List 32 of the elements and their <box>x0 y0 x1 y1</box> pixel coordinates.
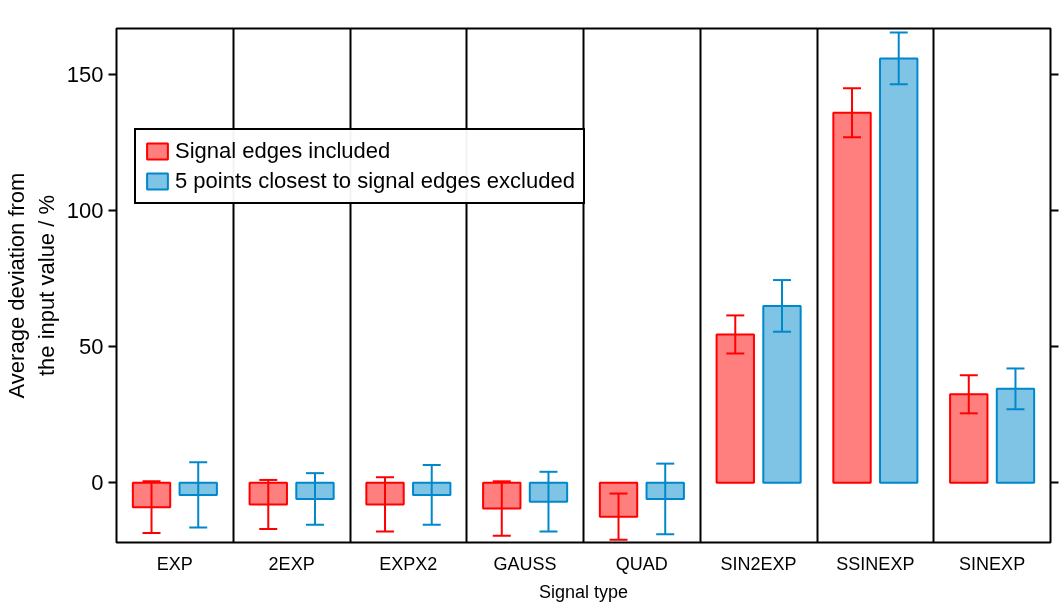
y-tick-label: 50 <box>79 334 104 360</box>
legend-label: Signal edges included <box>175 138 391 164</box>
bar <box>879 57 919 484</box>
bar <box>131 481 172 509</box>
x-tick-label: SSINEXP <box>836 553 915 574</box>
y-tick-label: 100 <box>66 198 104 224</box>
bar <box>832 111 872 484</box>
x-tick-label: SIN2EXP <box>720 553 797 574</box>
bar <box>365 481 405 506</box>
bar <box>598 481 639 518</box>
bar <box>248 481 288 506</box>
x-tick-label: SINEXP <box>959 553 1026 574</box>
bar <box>178 481 218 496</box>
x-tick-label: GAUSS <box>493 553 557 574</box>
bar <box>762 304 802 484</box>
bar <box>482 481 522 510</box>
bar <box>295 481 335 500</box>
bar <box>715 333 755 484</box>
x-tick-label: EXP <box>156 553 193 574</box>
bar <box>528 481 569 503</box>
bar <box>412 481 452 496</box>
x-tick-label: QUAD <box>615 553 668 574</box>
legend-label: 5 points closest to signal edges excluded <box>175 168 575 194</box>
x-axis-title: Signal type <box>538 581 629 602</box>
bar <box>645 481 685 500</box>
y-tick-label: 150 <box>66 62 104 88</box>
x-tick-label: 2EXP <box>268 553 315 574</box>
bar <box>995 387 1036 484</box>
bar <box>949 393 989 484</box>
y-axis-title: Average deviation from the input value / % <box>3 172 59 399</box>
x-tick-label: EXPX2 <box>379 553 438 574</box>
y-tick-label: 0 <box>91 470 104 496</box>
